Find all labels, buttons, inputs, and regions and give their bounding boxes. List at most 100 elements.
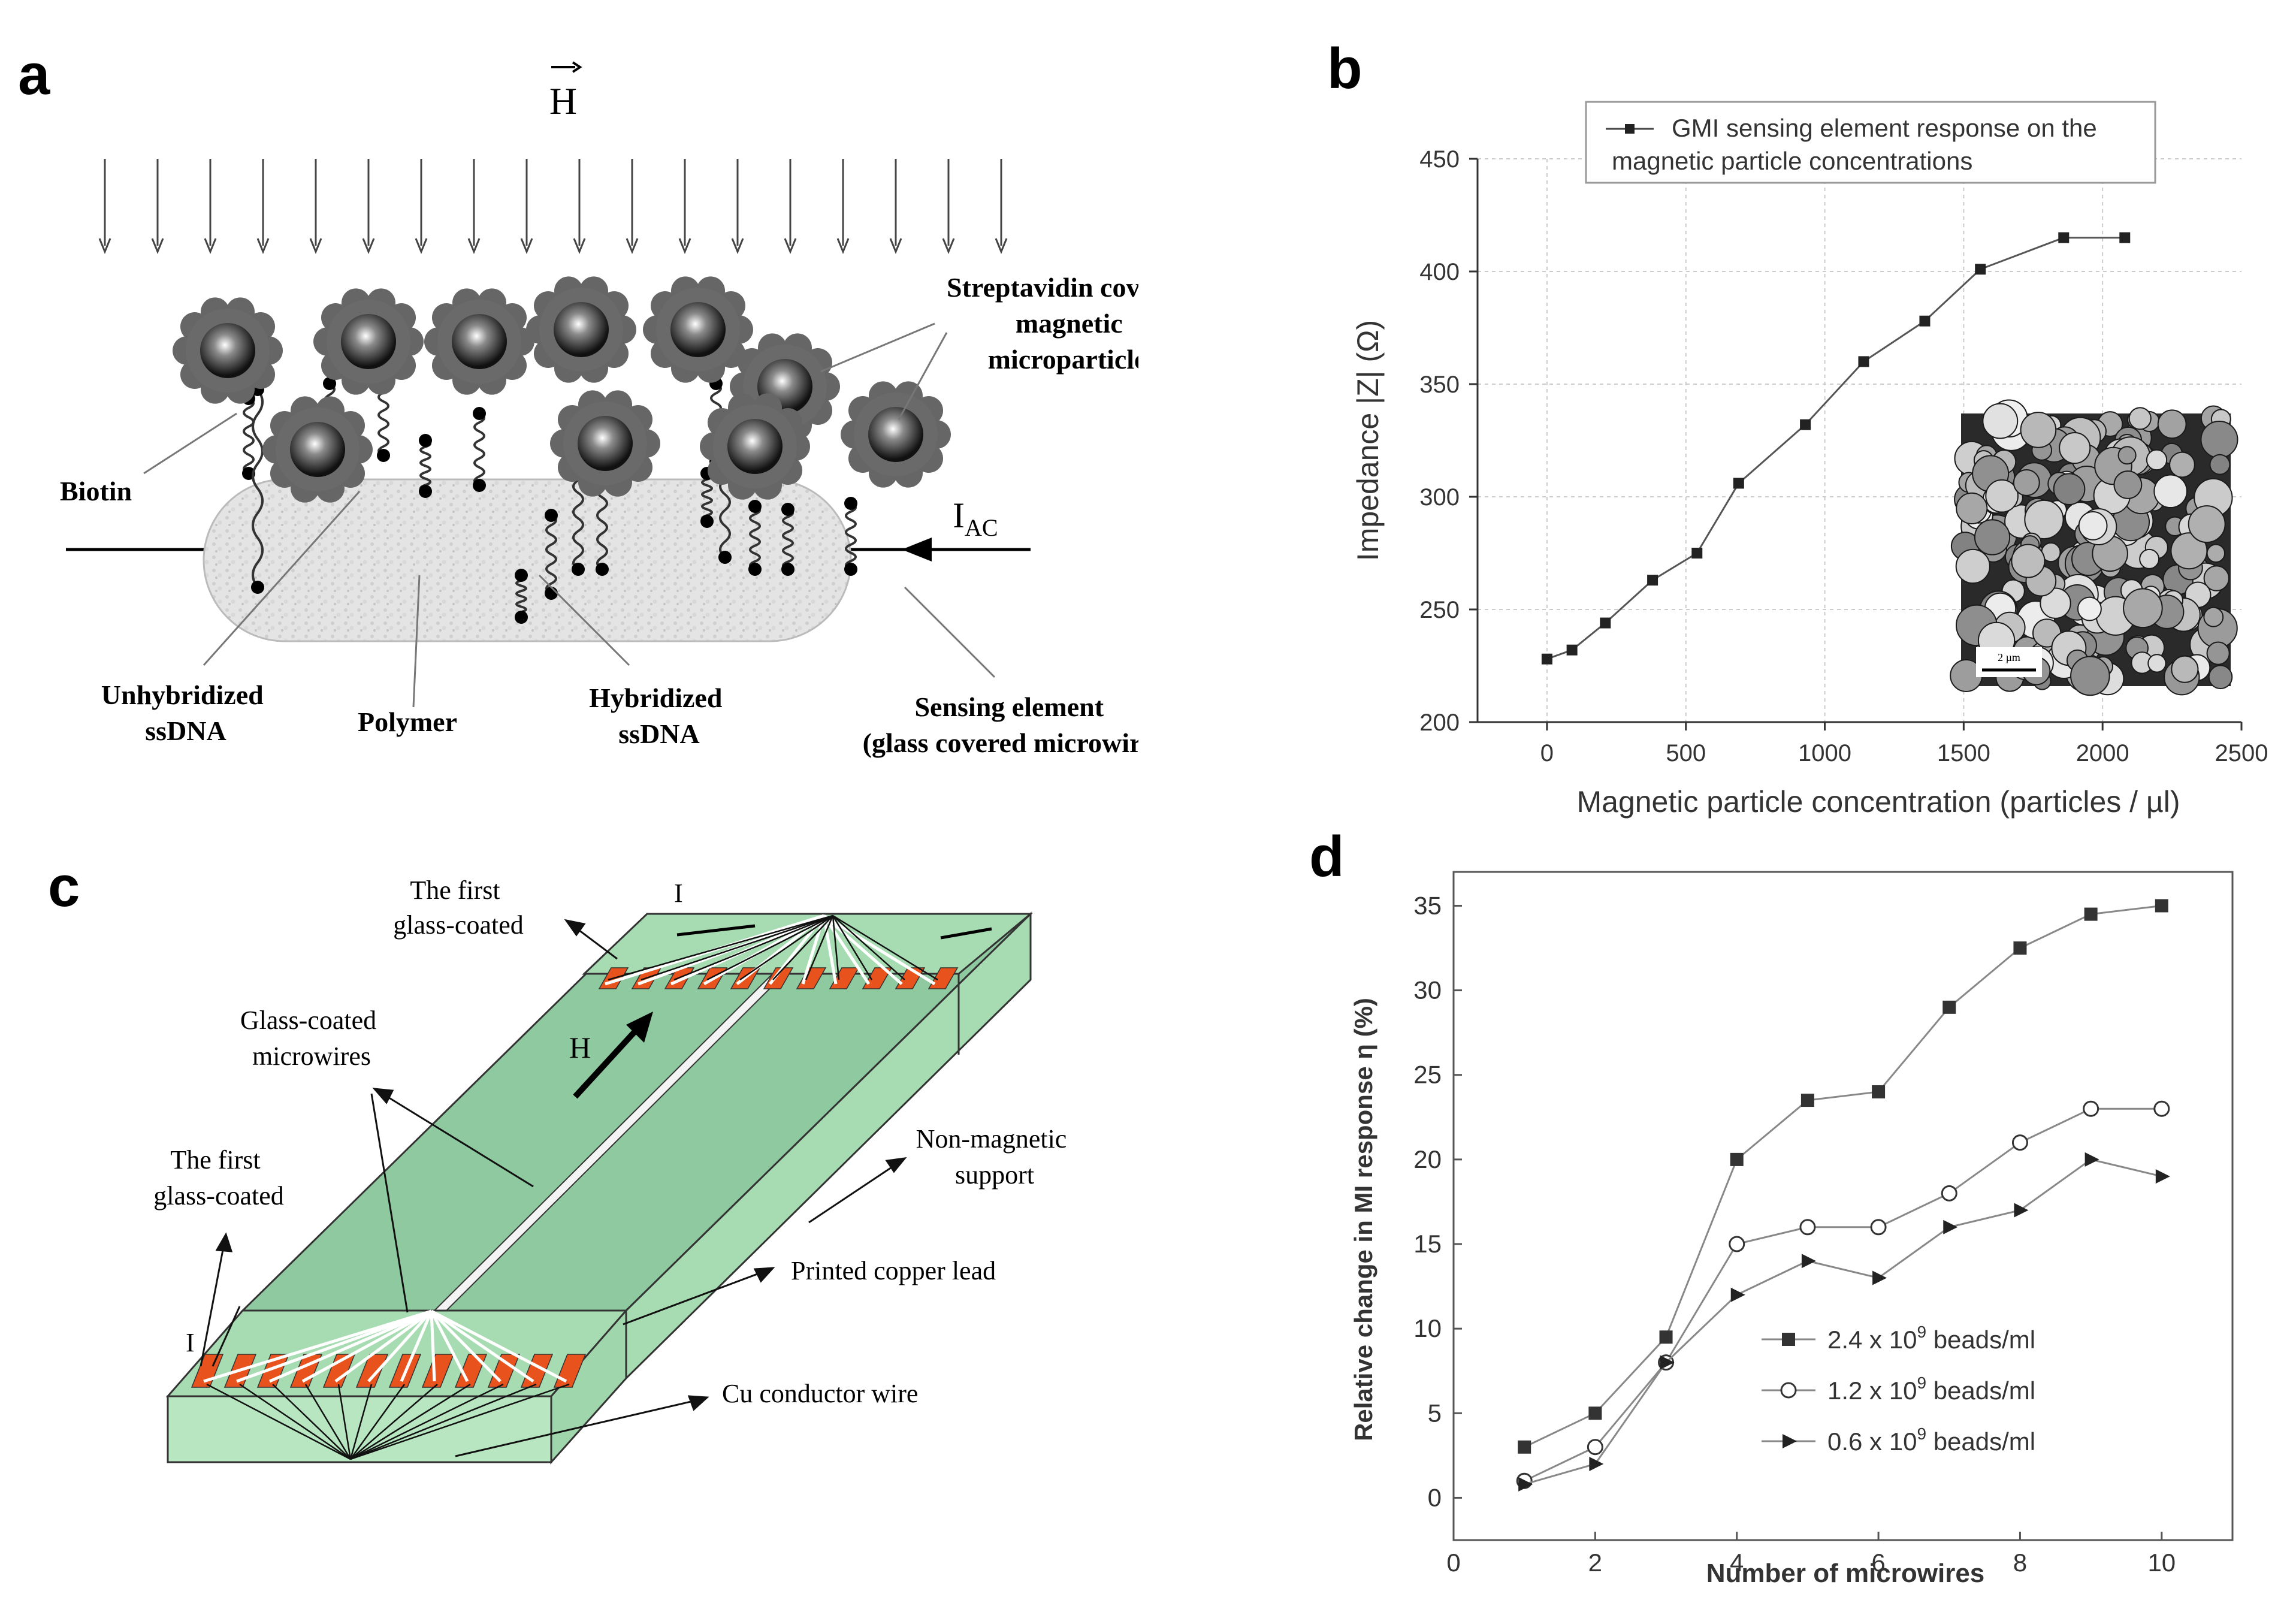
chart-d-xtick-label: 6 [1871,1548,1885,1577]
anchor-dot [844,563,857,576]
sem-particle [2171,655,2199,683]
chart-b-ytick-label: 450 [1419,146,1460,173]
sem-particle [2203,565,2229,591]
copper-lead [355,1354,389,1388]
chart-d-point-triangle [2155,1169,2170,1184]
chart-b-xtick-label: 2500 [2215,740,2268,766]
chart-d-point-triangle [1730,1287,1745,1302]
microwire [367,1310,433,1382]
chart-b-ytick-label: 300 [1419,484,1460,511]
chart-d-ytick-label: 5 [1428,1399,1442,1427]
anchor-dot [545,587,558,600]
sem-particle [2070,656,2110,696]
chart-d-xtick-label: 0 [1446,1548,1460,1577]
chart-b-xtick-label: 1000 [1798,740,1851,766]
ssdna-strand [377,382,389,457]
sem-particle [2157,409,2187,439]
ssdna-strand [782,508,794,570]
ssdna-strand [845,502,857,570]
streptavidin-label: Streptavidin covered magnetic microparti… [947,272,1138,375]
sem-particle [1956,492,1988,524]
chart-b-point [1800,419,1811,430]
field-arrow-head [204,238,217,254]
hybridized-label: Hybridized ssDNA [589,683,729,749]
chart-d-series-line [1524,1158,2162,1486]
magnetic-bead [526,276,636,383]
magnetic-bead [841,381,951,488]
ssdna-strand [545,514,557,594]
sem-particle [2011,544,2046,578]
chart-b-series-line [1546,237,2125,660]
chart-d-point-square [1782,1333,1795,1346]
chart-d-point-square [2155,899,2168,913]
bead-core [200,323,255,378]
cu-wire [673,914,833,981]
cu-wire [239,1383,351,1460]
chart-d-point-circle [2153,1100,2170,1117]
non-magnetic-support-label: Non-magnetic support [916,1124,1074,1190]
chart-d-series-line [1524,1107,2162,1482]
chart-d-xtick-label: 2 [1588,1548,1602,1577]
chart-d-point-square [1588,1406,1602,1420]
sem-particle [2128,407,2152,430]
bead-core [290,422,345,477]
chart-d-point-square [1659,1330,1673,1344]
chart-d-legend-label: 1.2 x 109 beads/ml [1827,1373,2035,1405]
chart-b-point [1919,315,1931,327]
ssdna-strand [473,412,485,487]
chart-d-legend: 2.4 x 109 beads/ml 1.2 x 109 beads/ml 0.6 … [1762,1323,2035,1456]
sensing-element-label: Sensing element (glass covered microwire… [863,692,1138,758]
sem-scale-label: 2 µm [1998,651,2020,663]
ssdna-strand [701,472,713,523]
biotin-dot [545,509,558,522]
chart-d-point-square [1518,1440,1531,1454]
chart-d-ytick-label: 0 [1428,1483,1442,1511]
current-arrow-icon [902,538,932,561]
magnetic-bead [700,393,810,500]
anchor-dot [748,563,762,576]
anchor-dot [473,479,486,492]
biotin-dot [515,569,528,582]
microwire [430,1310,469,1382]
chart-b-point [2119,232,2131,243]
chart-d-point-circle [2083,1100,2099,1117]
chart-b-ytick-label: 200 [1419,710,1460,736]
anchor-dot [377,449,390,462]
copper-lead [928,967,959,989]
chart-b-point [1858,356,1869,367]
field-arrow-head [467,238,481,254]
chart-d-point-circle [1780,1382,1797,1399]
chart-d-xtick-label: 8 [2013,1548,2027,1577]
chart-d-point-circle [1799,1219,1816,1236]
ssdna-strand [572,466,584,570]
chart-d-series-line [1524,904,2162,1448]
chart-d-point-triangle [1943,1219,1958,1234]
microwire [400,1311,433,1382]
field-arrow-head [309,238,322,254]
panel-d-chart: 0 2 4 6 8 10 0 5 10 15 20 25 30 35 2.4 x 109 beads/ml… [1349,871,2234,1588]
chart-b-ytick-label: 400 [1419,259,1460,285]
microwire [334,1309,433,1383]
chart-d-legend-label: 0.6 x 109 beads/ml [1827,1424,2035,1456]
microwire [430,1311,436,1382]
cu-wire [641,914,833,981]
sem-particle [2024,499,2064,540]
copper-lead [454,1354,488,1388]
panel-a-schematic: H IAC Streptavidin covered magnetic micr… [60,61,1138,758]
sem-particle [2169,451,2195,478]
bead-core [554,302,609,357]
first-glass-coated-left-label: The first glass-coated [153,1145,283,1210]
cu-wire [772,915,833,980]
anchor-dot [515,611,528,624]
microwire [822,915,838,985]
chart-d-point-triangle [1660,1355,1675,1370]
magnetic-bead [424,288,534,395]
microwire [301,1309,433,1383]
chart-d-point-circle [1941,1185,1957,1202]
cu-wire [272,1384,351,1460]
unhybridized-label: Unhybridized ssDNA [101,680,270,746]
field-h-symbol: H [549,80,577,122]
biotin-dot [419,434,432,447]
chart-b-xtick-label: 0 [1540,740,1554,766]
sem-particle [2206,641,2230,665]
